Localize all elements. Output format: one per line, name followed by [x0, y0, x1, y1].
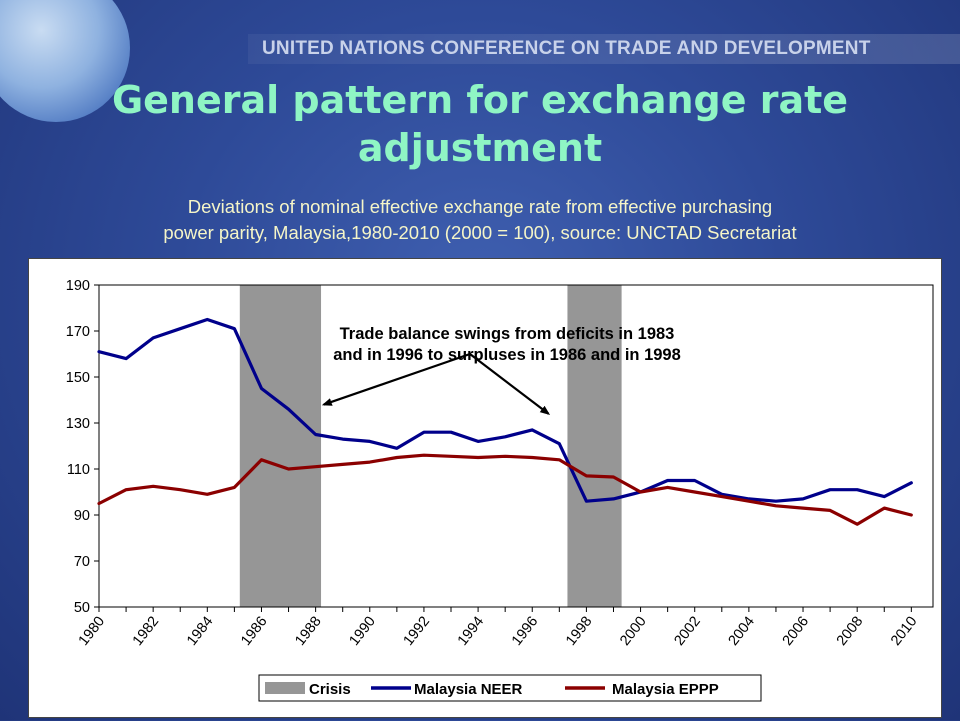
x-tick-label: 1994	[455, 614, 487, 649]
subtitle-line-1: Deviations of nominal effective exchange…	[187, 196, 773, 217]
crisis-band-1	[239, 285, 322, 607]
x-tick-label: 2010	[888, 614, 920, 649]
annotation-line-1: Trade balance swings from deficits in 19…	[340, 325, 675, 343]
x-tick-label: 2006	[780, 614, 812, 649]
legend-neer-label: Malaysia NEER	[414, 681, 523, 698]
subtitle-line-2: power parity, Malaysia,1980-2010 (2000 =…	[163, 222, 797, 243]
chart-container: 50 70 90 110 130 150 170 190 1980 1982 1984 1986 198…	[28, 258, 942, 718]
line-chart: 50 70 90 110 130 150 170 190 1980 1982 1984 1986 198…	[66, 278, 934, 702]
title-line-1: General pattern for exchange rate	[111, 78, 849, 122]
x-tick-label: 1988	[292, 614, 324, 649]
y-tick-label: 170	[66, 324, 90, 340]
annotation-line-2: and in 1996 to surpluses in 1986 and in …	[333, 346, 681, 364]
x-tick-label: 1986	[238, 614, 270, 649]
x-tick-label: 1984	[184, 614, 216, 649]
crisis-band-2	[567, 285, 622, 607]
x-tick-label: 1996	[509, 614, 541, 649]
y-tick-label: 190	[66, 278, 90, 294]
legend-eppp-label: Malaysia EPPP	[612, 681, 719, 698]
neer-line	[97, 317, 913, 503]
y-tick-label: 130	[66, 416, 90, 432]
slide-title: General pattern for exchange rate adjust…	[0, 76, 960, 172]
x-tick-label: 2004	[726, 614, 758, 649]
x-tick-label: 1998	[563, 614, 595, 649]
slide-subtitle: Deviations of nominal effective exchange…	[0, 194, 960, 246]
x-tick-label: 1990	[346, 614, 378, 649]
organization-banner: UNITED NATIONS CONFERENCE ON TRADE AND D…	[248, 34, 960, 64]
legend-box	[258, 674, 762, 702]
y-tick-label: 90	[74, 508, 90, 524]
arrow-to-1996	[469, 353, 551, 416]
title-line-2: adjustment	[357, 126, 603, 170]
y-tick-label: 150	[66, 370, 90, 386]
x-tick-label: 1992	[401, 614, 433, 649]
x-tick-label: 2008	[834, 614, 866, 649]
y-tick-label: 50	[74, 600, 90, 616]
legend-crisis-label: Crisis	[309, 681, 351, 698]
legend-crisis-swatch	[265, 682, 305, 694]
eppp-line	[97, 453, 913, 526]
organization-name: UNITED NATIONS CONFERENCE ON TRADE AND D…	[262, 38, 871, 59]
x-tick-label: 1980	[76, 614, 108, 649]
x-tick-label: 2000	[617, 614, 649, 649]
y-tick-label: 110	[67, 462, 90, 478]
x-tick-label: 1982	[130, 614, 162, 649]
plot-area-frame	[98, 284, 934, 608]
x-tick-label: 2002	[671, 614, 703, 649]
arrow-to-1983	[321, 352, 471, 406]
y-tick-label: 70	[74, 554, 90, 570]
